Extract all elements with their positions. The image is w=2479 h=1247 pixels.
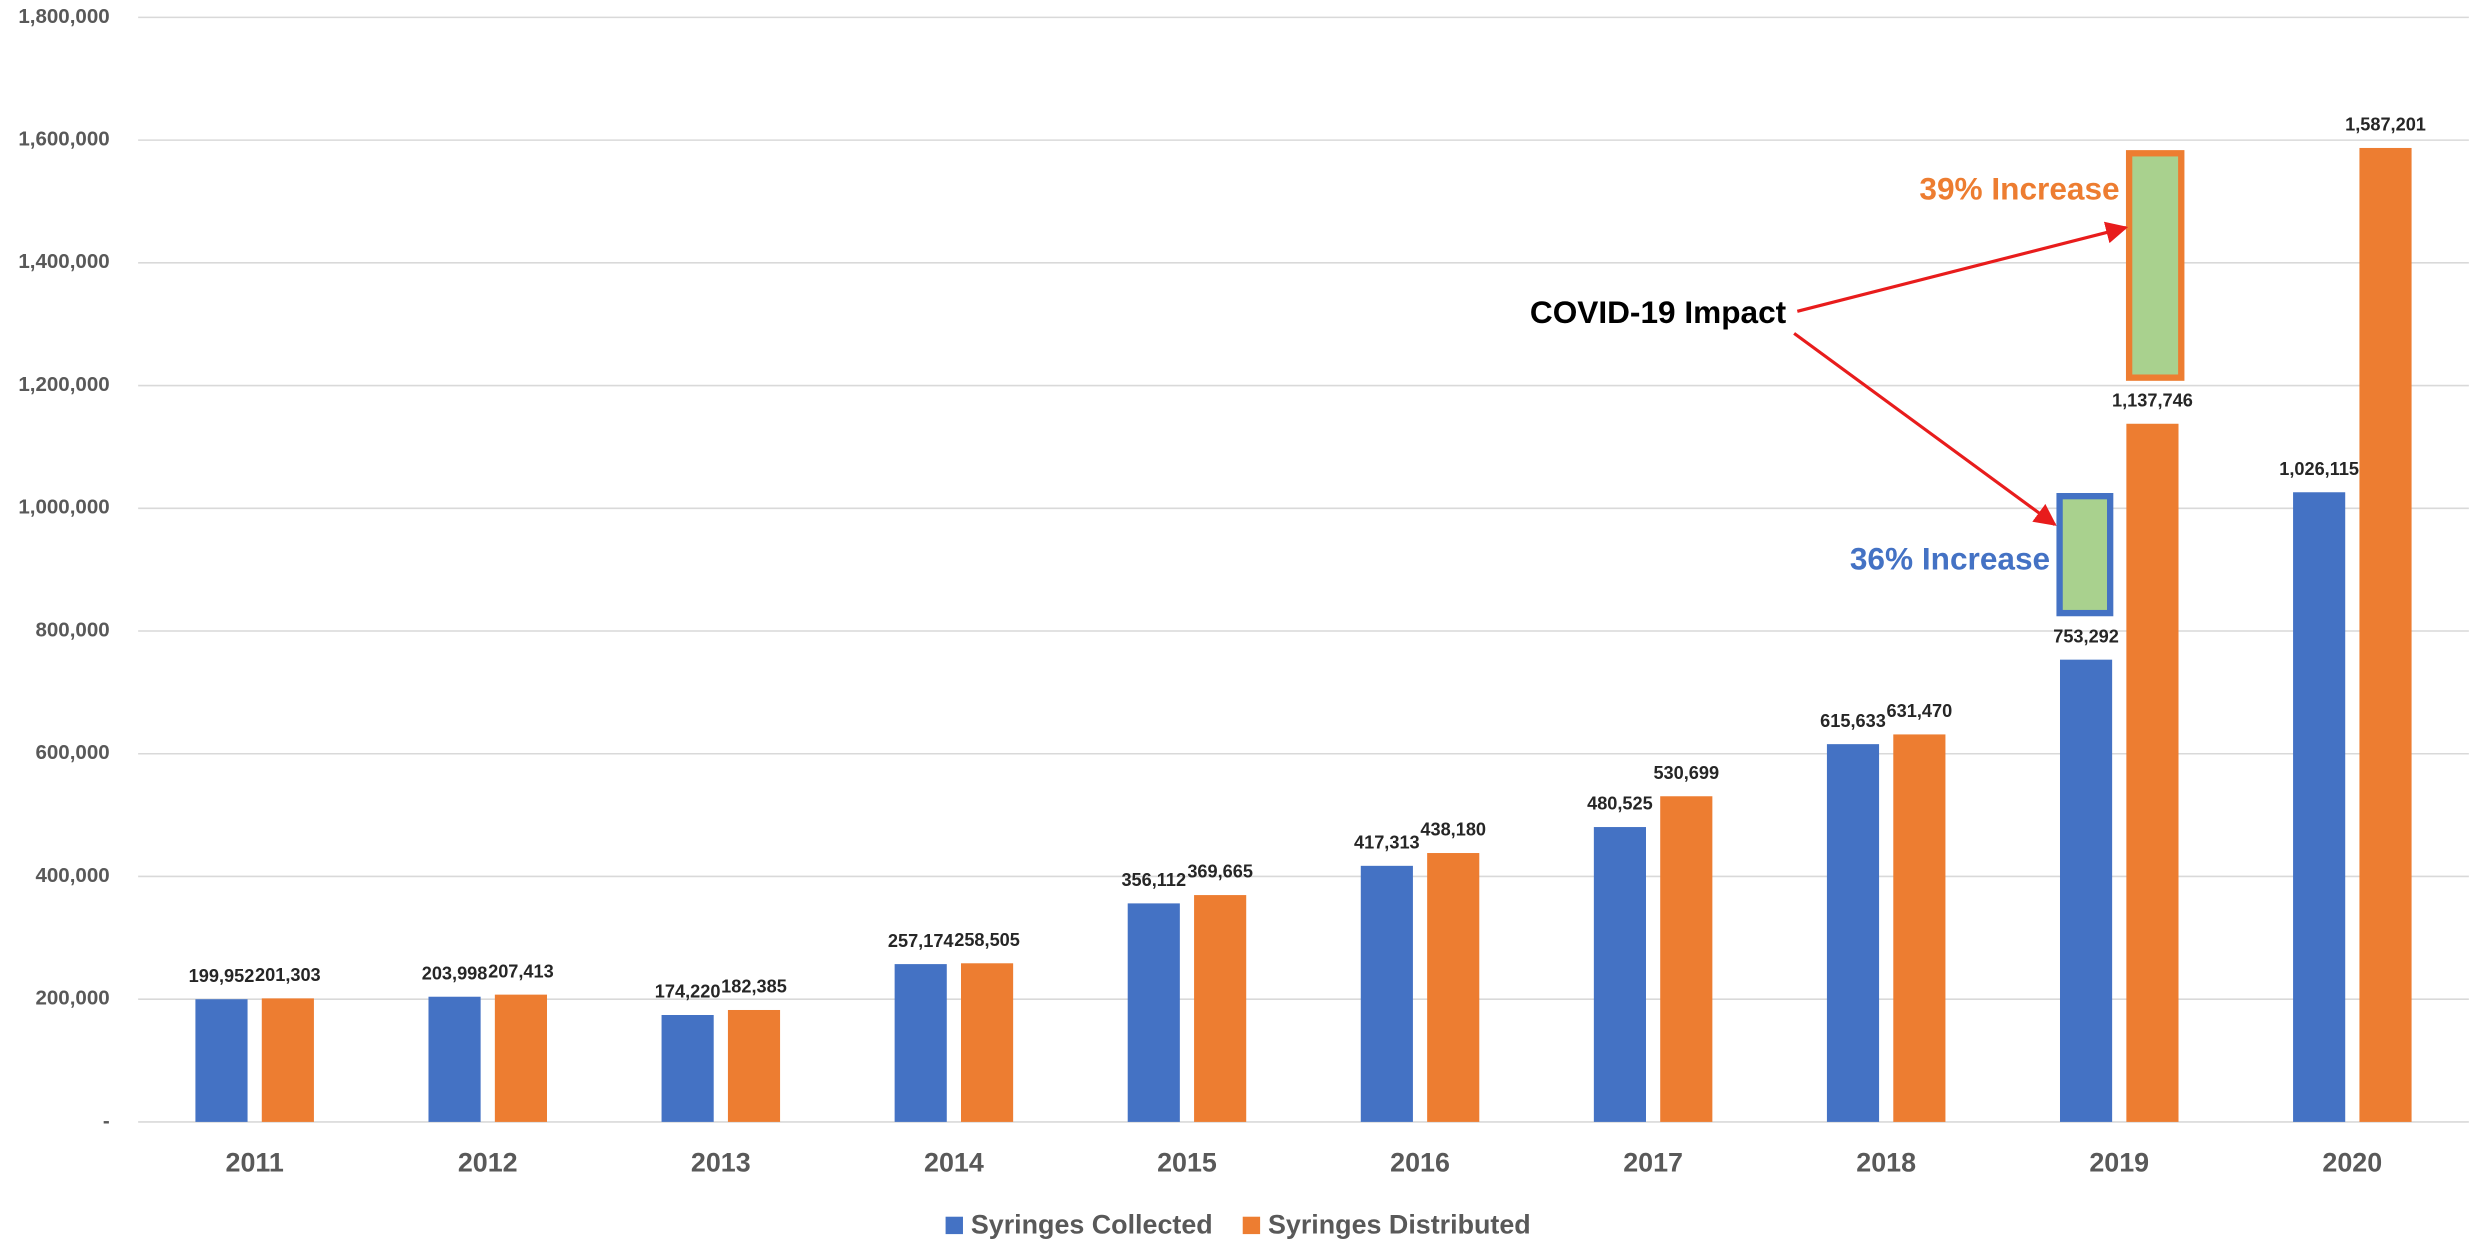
- x-tick-label: 2017: [1623, 1148, 1683, 1178]
- y-tick-label: 1,000,000: [18, 496, 109, 519]
- value-label: 369,665: [1187, 862, 1253, 882]
- x-tick-label: 2016: [1390, 1148, 1450, 1178]
- value-label: 480,525: [1587, 794, 1653, 814]
- bar: [261, 998, 314, 1122]
- value-label: 203,998: [422, 963, 488, 983]
- value-label: 1,587,201: [2345, 115, 2426, 135]
- x-tick-label: 2012: [458, 1148, 518, 1178]
- annotation: COVID-19 Impact: [1530, 294, 1787, 330]
- bar: [494, 994, 547, 1122]
- y-tick-label: 600,000: [35, 741, 109, 764]
- x-tick-label: 2013: [691, 1148, 751, 1178]
- bars: [195, 147, 2412, 1122]
- bar: [2126, 423, 2179, 1122]
- bar: [428, 996, 481, 1122]
- value-label: 356,112: [1121, 870, 1186, 890]
- bar: [1194, 895, 1247, 1122]
- x-tick-label: 2018: [1856, 1148, 1916, 1178]
- value-label: 417,313: [1354, 833, 1420, 853]
- arrow: [1796, 221, 2129, 313]
- bar: [1360, 865, 1413, 1122]
- bar: [960, 963, 1014, 1122]
- x-tick-label: 2020: [2322, 1148, 2382, 1178]
- y-tick-label: 1,200,000: [18, 373, 109, 396]
- y-tick-label: 1,600,000: [18, 128, 109, 151]
- value-label: 201,303: [255, 965, 321, 985]
- bar: [727, 1009, 781, 1122]
- value-label: 258,505: [954, 930, 1020, 950]
- x-tick-label: 2014: [924, 1148, 984, 1178]
- value-label: 1,026,115: [2279, 459, 2359, 479]
- legend-label: Syringes Distributed: [1268, 1209, 1531, 1239]
- bar: [1127, 903, 1180, 1122]
- bar: [1660, 796, 1713, 1122]
- x-tick-label: 2019: [2089, 1148, 2149, 1178]
- bar: [2059, 659, 2113, 1122]
- legend-swatch: [1242, 1216, 1261, 1235]
- bar: [2293, 492, 2346, 1122]
- bar: [1893, 734, 1946, 1122]
- bar: [1593, 827, 1646, 1122]
- annotation: 36% Increase: [1850, 540, 2050, 576]
- value-label: 631,470: [1887, 701, 1953, 721]
- value-label: 530,699: [1653, 763, 1719, 783]
- increase-box: [2056, 493, 2114, 617]
- y-tick-label: 1,800,000: [18, 5, 109, 28]
- y-tick-label: 200,000: [35, 987, 109, 1010]
- annotation: 39% Increase: [1919, 171, 2119, 207]
- y-tick-label: 400,000: [35, 864, 109, 887]
- increase-box: [2125, 150, 2185, 381]
- bar: [195, 999, 248, 1122]
- bar: [1826, 744, 1880, 1122]
- bar: [2359, 147, 2412, 1122]
- y-tick-label: -: [103, 1109, 110, 1132]
- arrow: [1793, 332, 2057, 526]
- y-tick-label: 1,400,000: [18, 250, 109, 273]
- x-tick-label: 2015: [1157, 1148, 1217, 1178]
- value-label: 207,413: [488, 961, 554, 981]
- x-tick-label: 2011: [226, 1148, 284, 1178]
- value-label: 199,952: [189, 966, 255, 986]
- bar: [1427, 853, 1480, 1122]
- value-label: 257,174: [888, 931, 954, 951]
- value-label: 753,292: [2053, 626, 2119, 646]
- value-label: 1,137,746: [2112, 390, 2193, 410]
- value-label: 615,633: [1820, 711, 1886, 731]
- value-label: 182,385: [721, 977, 787, 997]
- legend-swatch: [945, 1216, 963, 1235]
- value-label: 438,180: [1420, 820, 1486, 840]
- bar: [661, 1015, 714, 1122]
- legend-label: Syringes Collected: [971, 1209, 1213, 1239]
- bar: [894, 964, 947, 1122]
- y-tick-label: 800,000: [35, 618, 109, 641]
- value-label: 174,220: [655, 982, 721, 1002]
